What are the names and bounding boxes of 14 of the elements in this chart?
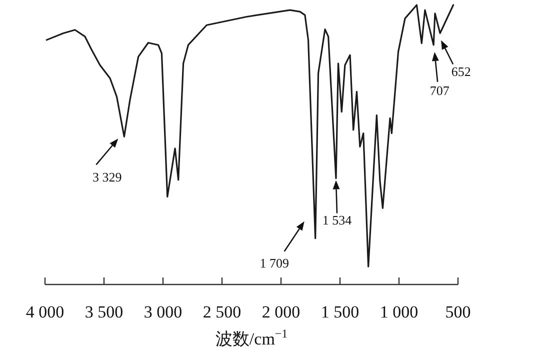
x-tick-label: 3 000 xyxy=(144,302,182,322)
x-tick-label: 500 xyxy=(445,302,471,322)
x-tick-label: 3 500 xyxy=(84,302,124,322)
annotation: 3 329 xyxy=(92,170,122,185)
annotation: 1 709 xyxy=(260,255,289,270)
x-tick-label: 1 500 xyxy=(320,302,360,322)
annotation: 707 xyxy=(430,82,450,98)
x-tick-label: 4 000 xyxy=(26,302,64,322)
x-axis-title: 波数/cm$^{−1}$ xyxy=(215,326,288,348)
annotation: 652 xyxy=(451,64,471,80)
x-tick-label: 2 000 xyxy=(262,302,300,322)
x-tick-label: 1 000 xyxy=(380,302,418,322)
annotation: 1 534 xyxy=(322,212,352,228)
x-tick-label: 2 500 xyxy=(202,302,242,322)
